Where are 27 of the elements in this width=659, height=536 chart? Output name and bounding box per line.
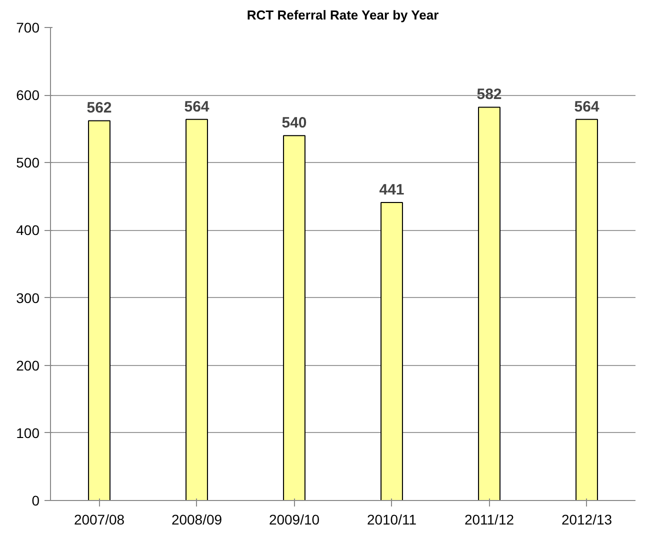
x-tick-label: 2011/12 [464, 512, 514, 528]
x-tick-label: 2008/09 [171, 512, 222, 528]
y-tick-label: 100 [16, 424, 40, 441]
bar [88, 120, 110, 500]
data-label: 582 [476, 86, 502, 104]
x-tick-label: 2012/13 [561, 512, 612, 528]
y-tick-label: 400 [16, 222, 40, 238]
x-tick-label: 2009/10 [268, 512, 320, 528]
y-tick-label: 200 [16, 357, 40, 374]
y-tick-label: 600 [16, 87, 40, 104]
y-tick-label: 500 [16, 154, 40, 171]
data-label: 540 [282, 114, 307, 132]
data-label: 441 [379, 182, 404, 199]
y-tick-label: 0 [32, 492, 40, 508]
bar [186, 118, 208, 500]
chart-title: RCT Referral Rate Year by Year [246, 8, 439, 22]
bar [380, 202, 403, 500]
data-label: 562 [86, 100, 112, 117]
data-label: 564 [184, 98, 210, 116]
y-tick-label: 300 [16, 290, 40, 306]
x-tick-label: 2010/11 [366, 512, 417, 528]
bar [478, 106, 500, 500]
bar [283, 135, 306, 500]
y-tick-label: 700 [16, 20, 40, 36]
bar [576, 118, 598, 500]
x-tick-label: 2007/08 [74, 512, 125, 528]
data-label: 564 [574, 98, 600, 116]
